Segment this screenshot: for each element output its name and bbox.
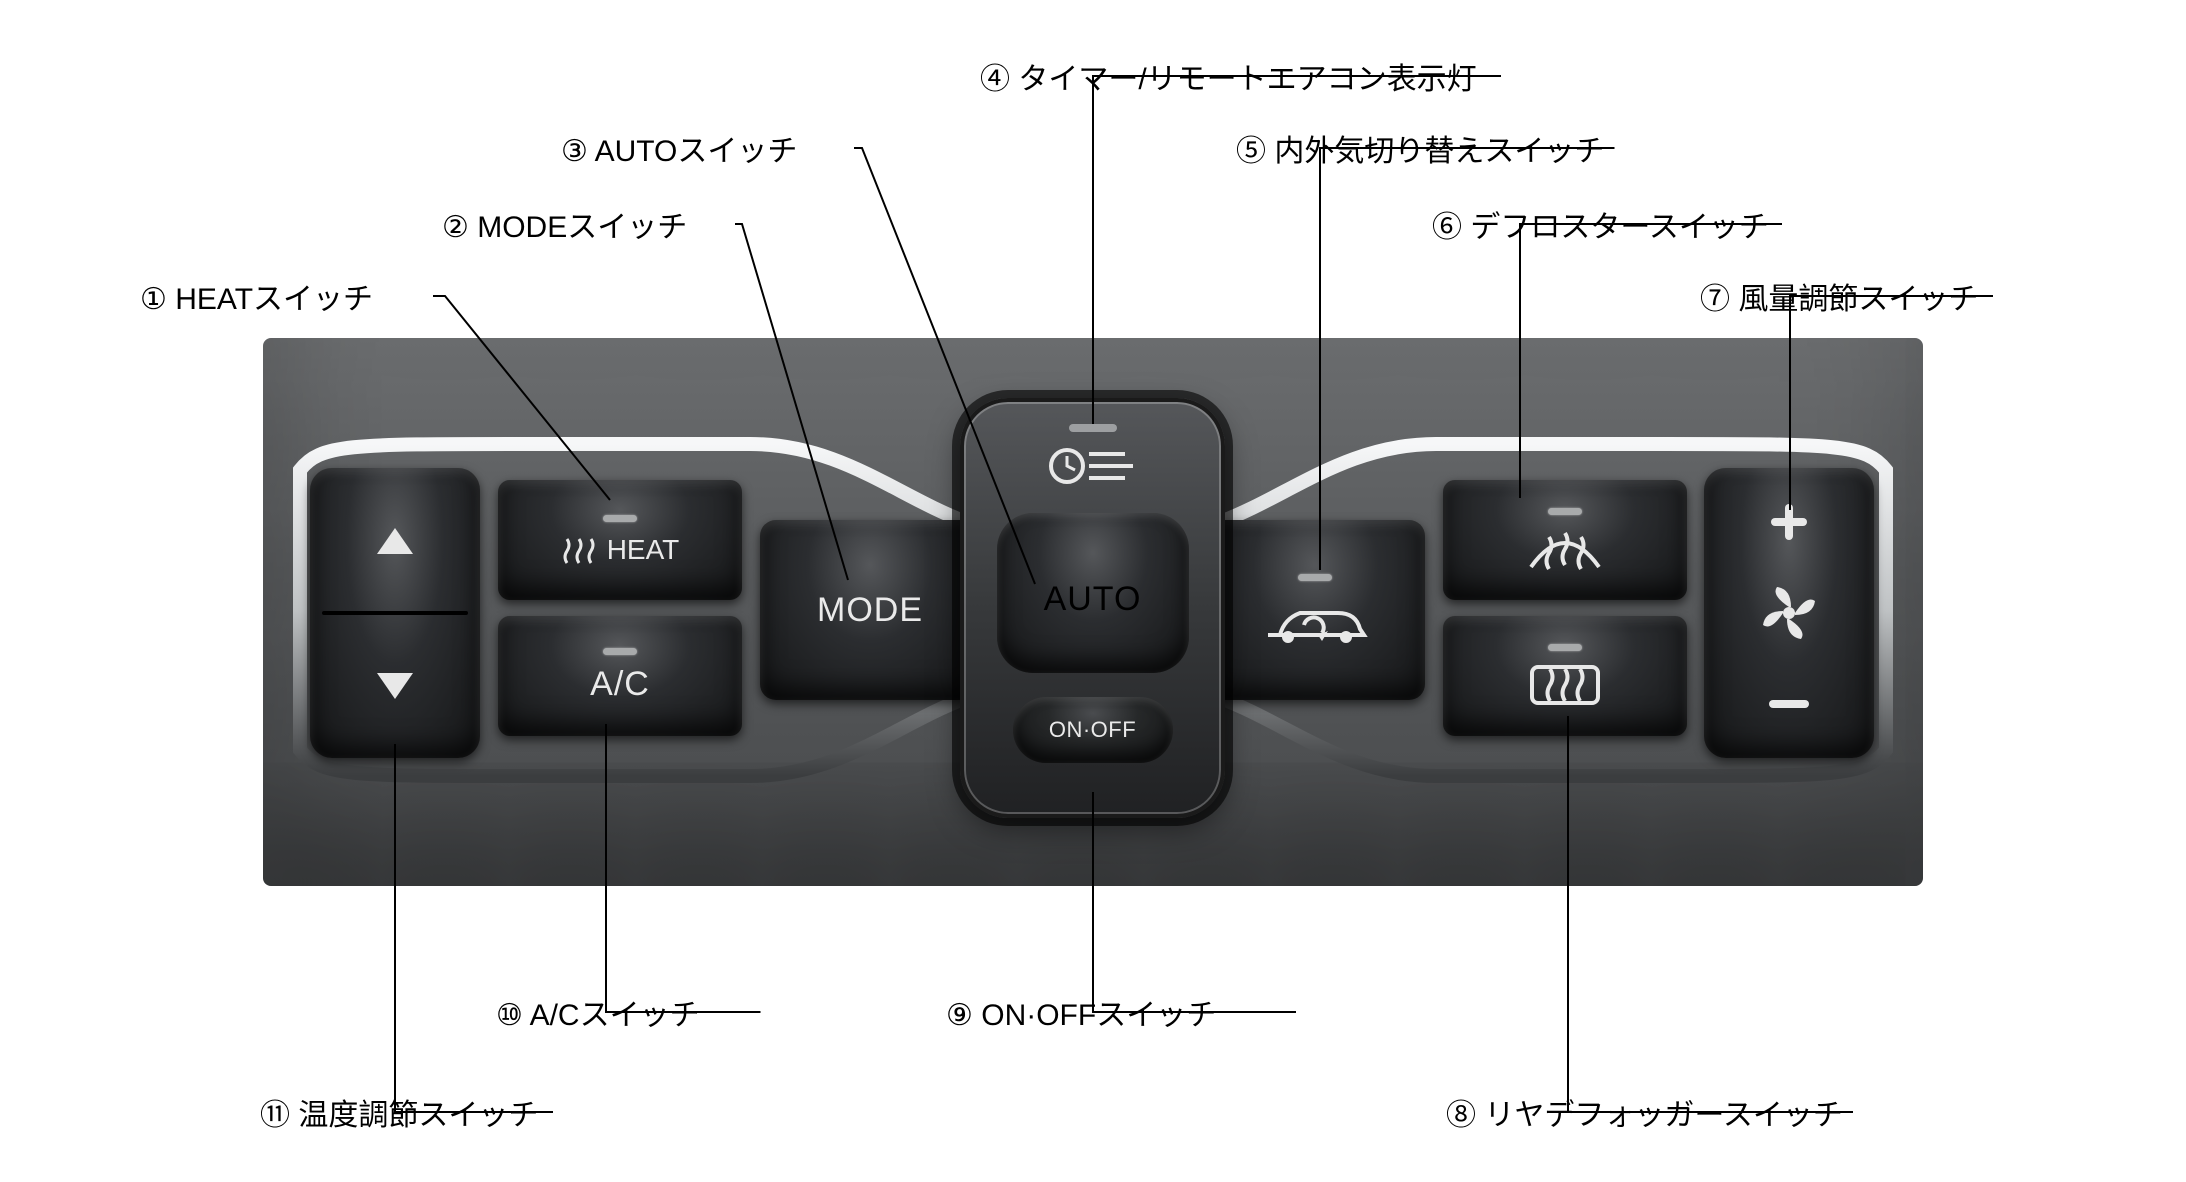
callout-label-2: ② MODEスイッチ: [442, 202, 687, 246]
leader-line-7: [1790, 296, 1993, 510]
callout-label-6: ⑥ デフロスタースイッチ: [1432, 202, 1769, 246]
leader-line-6: [1520, 224, 1782, 498]
leader-line-8: [1568, 716, 1853, 1112]
leader-line-2: [735, 224, 848, 580]
callout-label-3: ③ AUTOスイッチ: [561, 126, 797, 170]
callout-label-11: ⑪ 温度調節スイッチ: [260, 1090, 538, 1134]
callout-label-10: ⑩ A/Cスイッチ: [496, 990, 700, 1034]
callout-label-4: ④ タイマー/リモートエアコン表示灯: [980, 54, 1477, 98]
callout-label-1: ① HEATスイッチ: [140, 274, 373, 318]
callout-label-7: ⑦ 風量調節スイッチ: [1700, 274, 1978, 318]
leader-line-10: [606, 724, 761, 1012]
leader-line-1: [433, 296, 610, 500]
leader-line-9: [1093, 792, 1296, 1012]
leader-line-11: [395, 744, 553, 1112]
callout-label-5: ⑤ 内外気切り替えスイッチ: [1236, 126, 1604, 170]
leader-line-3: [854, 148, 1035, 584]
callout-label-9: ⑨ ON·OFFスイッチ: [946, 990, 1216, 1034]
callout-label-8: ⑧ リヤデフォッガースイッチ: [1446, 1090, 1843, 1134]
